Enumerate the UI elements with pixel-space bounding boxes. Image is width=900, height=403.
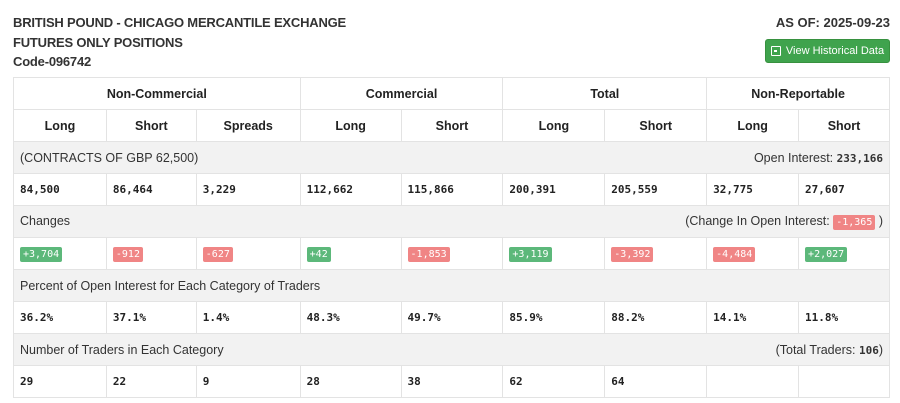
contracts-cell: 27,607: [798, 173, 890, 206]
group-header: Commercial: [299, 77, 504, 110]
total-traders-value: 106: [858, 343, 879, 357]
open-interest-label: Open Interest:: [753, 150, 834, 165]
change-badge: +3,119: [509, 246, 552, 262]
column-header: Spreads: [195, 109, 301, 142]
percent-cell: 36.2%: [13, 301, 107, 334]
column-header: Long: [706, 109, 800, 142]
change-cell: -4,484: [706, 237, 800, 270]
change-cell: +2,027: [798, 237, 890, 270]
report-title: BRITISH POUND - CHICAGO MERCANTILE EXCHA…: [13, 15, 347, 30]
change-cell: -1,853: [400, 237, 504, 270]
change-badge: -912: [112, 246, 143, 262]
column-header: Long: [299, 109, 402, 142]
change-badge: -1,853: [407, 246, 450, 262]
traders-cell: 38: [400, 365, 504, 398]
open-interest-value: 233,166: [836, 151, 883, 165]
change-oi-badge: -1,365: [833, 214, 876, 230]
change-cell: +3,119: [502, 237, 606, 270]
percent-cell: 49.7%: [400, 301, 504, 334]
percent-cell: 1.4%: [195, 301, 301, 334]
report-code: Code-096742: [13, 54, 92, 69]
contracts-cell: 205,559: [604, 173, 708, 206]
traders-label: Number of Traders in Each Category: [20, 342, 224, 357]
change-cell: -3,392: [604, 237, 708, 270]
change-badge: -4,484: [713, 246, 756, 262]
change-badge: -627: [202, 246, 233, 262]
change-cell: +42: [299, 237, 402, 270]
contracts-cell: 112,662: [299, 173, 402, 206]
percent-cell: 88.2%: [604, 301, 708, 334]
group-header: Total: [502, 77, 708, 110]
column-header: Long: [502, 109, 606, 142]
percent-cell: 37.1%: [105, 301, 197, 334]
percent-cell: 85.9%: [502, 301, 606, 334]
paren: ): [878, 213, 883, 228]
change-cell: -627: [195, 237, 301, 270]
changes-label: Changes: [20, 213, 71, 228]
change-cell: +3,704: [13, 237, 107, 270]
contracts-label: (CONTRACTS OF GBP 62,500): [20, 150, 199, 165]
column-header: Short: [604, 109, 708, 142]
contracts-cell: 115,866: [400, 173, 504, 206]
change-badge: +42: [306, 246, 331, 262]
changes-row: Changes (Change In Open Interest: -1,365 …: [13, 205, 890, 238]
contracts-row: (CONTRACTS OF GBP 62,500) Open Interest: …: [13, 141, 890, 174]
column-header: Short: [400, 109, 504, 142]
contracts-cell: 86,464: [105, 173, 197, 206]
button-label: View Historical Data: [785, 45, 885, 57]
column-header: Short: [798, 109, 890, 142]
traders-cell: 22: [105, 365, 197, 398]
traders-cell: [798, 365, 890, 398]
view-historical-data-button[interactable]: View Historical Data: [765, 39, 890, 63]
column-header: Long: [13, 109, 107, 142]
calendar-icon: [770, 46, 781, 56]
percent-cell: 14.1%: [706, 301, 800, 334]
group-header: Non-Reportable: [706, 77, 890, 110]
column-header: Short: [105, 109, 197, 142]
total-traders-label: (Total Traders:: [775, 342, 856, 357]
change-badge: +2,027: [805, 246, 848, 262]
traders-cell: 9: [195, 365, 301, 398]
percent-row: Percent of Open Interest for Each Catego…: [13, 269, 890, 302]
group-header: Non-Commercial: [13, 77, 301, 110]
percent-cell: 11.8%: [798, 301, 890, 334]
change-badge: -3,392: [611, 246, 654, 262]
traders-cell: 64: [604, 365, 708, 398]
traders-cell: [706, 365, 800, 398]
cot-table: Non-Commercial Commercial Total Non-Reporta…: [13, 77, 890, 398]
contracts-cell: 200,391: [502, 173, 606, 206]
change-oi-label: (Change In Open Interest:: [685, 213, 830, 228]
paren: ): [878, 342, 883, 357]
traders-row: Number of Traders in Each Category (Total…: [13, 333, 890, 366]
traders-cell: 28: [299, 365, 402, 398]
contracts-cell: 84,500: [13, 173, 107, 206]
traders-cell: 29: [13, 365, 107, 398]
contracts-cell: 32,775: [706, 173, 800, 206]
traders-cell: 62: [502, 365, 606, 398]
contracts-cell: 3,229: [195, 173, 301, 206]
percent-cell: 48.3%: [299, 301, 402, 334]
as-of-date: AS OF: 2025-09-23: [775, 15, 890, 30]
change-cell: -912: [105, 237, 197, 270]
report-subtitle: FUTURES ONLY POSITIONS: [13, 35, 183, 50]
change-badge: +3,704: [20, 246, 63, 262]
